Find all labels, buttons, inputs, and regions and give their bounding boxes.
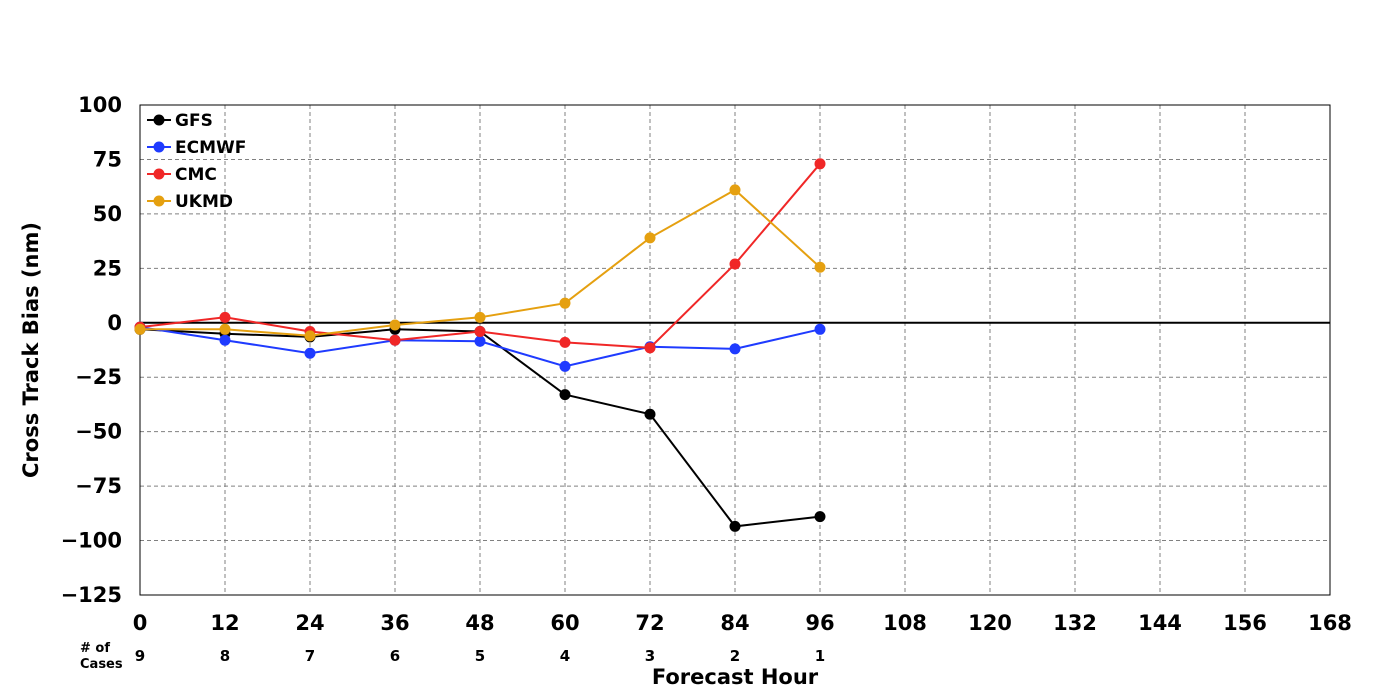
- case-count: 2: [730, 647, 740, 665]
- x-tick-label: 84: [720, 611, 749, 635]
- x-tick-label: 120: [968, 611, 1012, 635]
- y-tick-label: −125: [61, 583, 122, 607]
- legend: GFS ECMWF CMC UKMD: [147, 111, 246, 212]
- x-tick-label: 156: [1223, 611, 1267, 635]
- data-point-ecmwf: [814, 323, 826, 335]
- data-point-ukmd: [729, 184, 741, 196]
- case-count: 9: [135, 647, 145, 665]
- x-tick-label: 132: [1053, 611, 1097, 635]
- data-point-ukmd: [134, 323, 146, 335]
- y-axis-label: Cross Track Bias (nm): [19, 222, 43, 478]
- legend-marker-ukmd: [153, 195, 165, 207]
- y-tick-label: 0: [107, 311, 122, 335]
- y-tick-label: −50: [75, 420, 122, 444]
- data-point-ecmwf: [729, 343, 741, 355]
- x-tick-label: 144: [1138, 611, 1182, 635]
- y-tick-label: 75: [93, 147, 122, 171]
- series-group: [134, 158, 826, 532]
- data-point-gfs: [559, 389, 571, 401]
- data-point-cmc: [219, 311, 231, 323]
- data-point-ecmwf: [559, 360, 571, 372]
- cases-label-line1: # of: [80, 641, 110, 656]
- x-tick-label: 36: [380, 611, 409, 635]
- case-count: 3: [645, 647, 655, 665]
- data-point-gfs: [644, 408, 656, 420]
- data-point-cmc: [389, 334, 401, 346]
- y-tick-label: 100: [78, 93, 122, 117]
- data-point-ukmd: [559, 297, 571, 309]
- y-tick-label: −75: [75, 474, 122, 498]
- y-tick-label: −25: [75, 365, 122, 389]
- x-axis-label: Forecast Hour: [652, 665, 819, 689]
- y-tick-label: 50: [93, 202, 122, 226]
- legend-label-gfs: GFS: [175, 111, 213, 131]
- cases-label-line2: Cases: [80, 657, 123, 672]
- legend-label-ecmwf: ECMWF: [175, 138, 246, 158]
- y-tick-label: −100: [61, 529, 122, 553]
- data-point-ukmd: [474, 311, 486, 323]
- data-point-ecmwf: [304, 347, 316, 359]
- data-point-cmc: [644, 342, 656, 354]
- data-point-ecmwf: [474, 335, 486, 347]
- x-tick-label: 108: [883, 611, 927, 635]
- x-tick-label: 12: [210, 611, 239, 635]
- legend-label-ukmd: UKMD: [175, 192, 233, 212]
- legend-marker-gfs: [153, 114, 165, 126]
- data-point-cmc: [814, 158, 826, 170]
- x-tick-label: 168: [1308, 611, 1352, 635]
- legend-marker-ecmwf: [153, 141, 165, 153]
- x-tick-label: 48: [465, 611, 494, 635]
- x-tick-labels: 0 12 24 36 48 60 72 84 96 108 120 132 144 156 168: [133, 611, 1352, 635]
- data-point-ukmd: [389, 319, 401, 331]
- data-point-gfs: [729, 520, 741, 532]
- data-point-cmc: [559, 336, 571, 348]
- data-point-gfs: [814, 511, 826, 523]
- case-count: 8: [220, 647, 230, 665]
- case-count: 6: [390, 647, 400, 665]
- case-count: 5: [475, 647, 485, 665]
- x-tick-label: 24: [295, 611, 324, 635]
- x-tick-label: 0: [133, 611, 148, 635]
- case-count: 4: [560, 647, 570, 665]
- data-point-ukmd: [304, 330, 316, 342]
- x-tick-label: 60: [550, 611, 579, 635]
- data-point-ukmd: [644, 232, 656, 244]
- y-tick-labels: 100 75 50 25 0 −25 −50 −75 −100 −125: [61, 93, 122, 607]
- data-point-ukmd: [814, 261, 826, 273]
- legend-marker-cmc: [153, 168, 165, 180]
- data-point-ecmwf: [219, 334, 231, 346]
- data-point-ukmd: [219, 323, 231, 335]
- cases-row: # of Cases 9 8 7 6 5 4 3 2 1: [80, 641, 825, 672]
- data-point-cmc: [474, 325, 486, 337]
- x-tick-label: 96: [805, 611, 834, 635]
- y-tick-label: 25: [93, 256, 122, 280]
- case-count: 7: [305, 647, 315, 665]
- x-tick-label: 72: [635, 611, 664, 635]
- legend-label-cmc: CMC: [175, 165, 217, 185]
- case-count: 1: [815, 647, 825, 665]
- plot-frame: [139, 104, 1331, 596]
- data-point-cmc: [729, 258, 741, 270]
